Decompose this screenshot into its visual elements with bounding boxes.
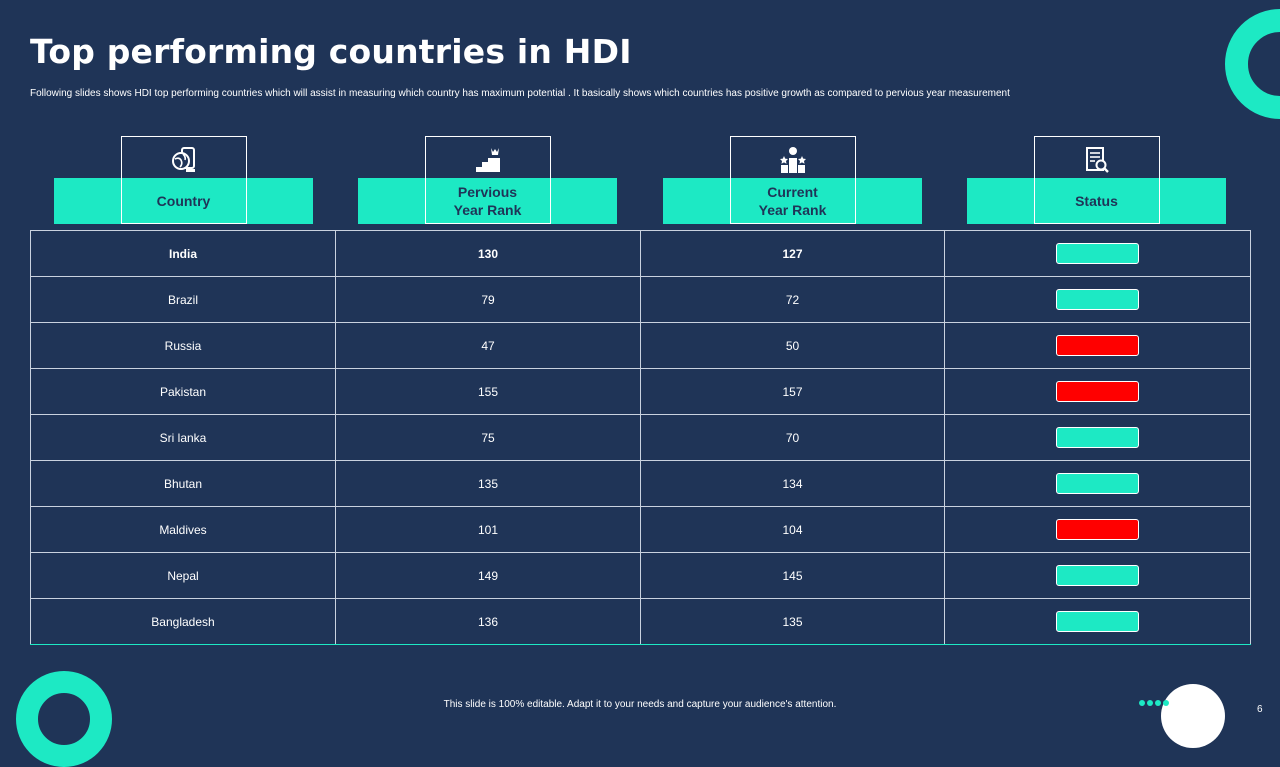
slide-subtitle: Following slides shows HDI top performin… — [30, 88, 1010, 99]
current-rank-cell: 72 — [640, 276, 945, 323]
status-indicator-positive — [1056, 473, 1139, 494]
table-row: Brazil 79 72 — [30, 276, 1251, 323]
status-cell — [944, 552, 1251, 599]
previous-rank-cell: 79 — [335, 276, 641, 323]
status-indicator-positive — [1056, 243, 1139, 264]
page-number: 6 — [1257, 704, 1263, 715]
column-header-country: Country — [54, 136, 314, 224]
column-header-previous-rank: Pervious Year Rank — [358, 136, 618, 224]
status-indicator-positive — [1056, 289, 1139, 310]
country-cell: Russia — [30, 322, 336, 369]
table-row: Bhutan 135 134 — [30, 460, 1251, 507]
stairs-crown-icon — [476, 148, 500, 172]
status-cell — [944, 276, 1251, 323]
decorative-ring-top-right — [1225, 9, 1280, 119]
table-row: Maldives 101 104 — [30, 506, 1251, 553]
status-indicator-positive — [1056, 611, 1139, 632]
decorative-ring-bottom-left — [16, 671, 112, 767]
country-cell: Brazil — [30, 276, 336, 323]
status-indicator-positive — [1056, 427, 1139, 448]
country-cell: Sri lanka — [30, 414, 336, 461]
column-header-label: Pervious Year Rank — [453, 184, 522, 218]
country-cell: Nepal — [30, 552, 336, 599]
current-rank-cell: 104 — [640, 506, 945, 553]
decorative-half-circle — [1161, 684, 1225, 748]
status-cell — [944, 506, 1251, 553]
country-cell: Pakistan — [30, 368, 336, 415]
decorative-dots — [1139, 700, 1169, 706]
table-row: Bangladesh 136 135 — [30, 598, 1251, 645]
status-indicator-negative — [1056, 335, 1139, 356]
previous-rank-cell: 47 — [335, 322, 641, 369]
current-rank-cell: 145 — [640, 552, 945, 599]
table-row: Nepal 149 145 — [30, 552, 1251, 599]
current-rank-cell: 70 — [640, 414, 945, 461]
column-header-status: Status — [967, 136, 1227, 224]
column-header-label: Status — [1075, 193, 1118, 209]
country-cell: India — [30, 230, 336, 277]
report-magnifier-icon — [1086, 147, 1109, 173]
table-row: Sri lanka 75 70 — [30, 414, 1251, 461]
hdi-rank-table: India 130 127 Brazil 79 72 Russia 47 50 Pakistan 1… — [30, 230, 1251, 645]
status-cell — [944, 230, 1251, 277]
current-rank-cell: 135 — [640, 598, 945, 645]
previous-rank-cell: 75 — [335, 414, 641, 461]
status-cell — [944, 414, 1251, 461]
table-row: Russia 47 50 — [30, 322, 1251, 369]
slide-title: Top performing countries in HDI — [30, 32, 632, 71]
globe-devices-icon — [172, 147, 195, 172]
status-indicator-negative — [1056, 381, 1139, 402]
previous-rank-cell: 101 — [335, 506, 641, 553]
status-indicator-negative — [1056, 519, 1139, 540]
column-header-current-rank: Current Year Rank — [663, 136, 923, 224]
previous-rank-cell: 136 — [335, 598, 641, 645]
current-rank-cell: 157 — [640, 368, 945, 415]
table-row: India 130 127 — [30, 230, 1251, 277]
status-cell — [944, 368, 1251, 415]
column-header-label: Current Year Rank — [758, 184, 827, 218]
previous-rank-cell: 130 — [335, 230, 641, 277]
footer-note: This slide is 100% editable. Adapt it to… — [443, 699, 837, 710]
status-cell — [944, 460, 1251, 507]
previous-rank-cell: 135 — [335, 460, 641, 507]
current-rank-cell: 50 — [640, 322, 945, 369]
country-cell: Bhutan — [30, 460, 336, 507]
country-cell: Bangladesh — [30, 598, 336, 645]
status-cell — [944, 598, 1251, 645]
current-rank-cell: 127 — [640, 230, 945, 277]
podium-stars-icon — [780, 147, 806, 173]
column-header-label: Country — [156, 193, 211, 209]
previous-rank-cell: 155 — [335, 368, 641, 415]
status-indicator-positive — [1056, 565, 1139, 586]
status-cell — [944, 322, 1251, 369]
table-row: Pakistan 155 157 — [30, 368, 1251, 415]
country-cell: Maldives — [30, 506, 336, 553]
current-rank-cell: 134 — [640, 460, 945, 507]
previous-rank-cell: 149 — [335, 552, 641, 599]
